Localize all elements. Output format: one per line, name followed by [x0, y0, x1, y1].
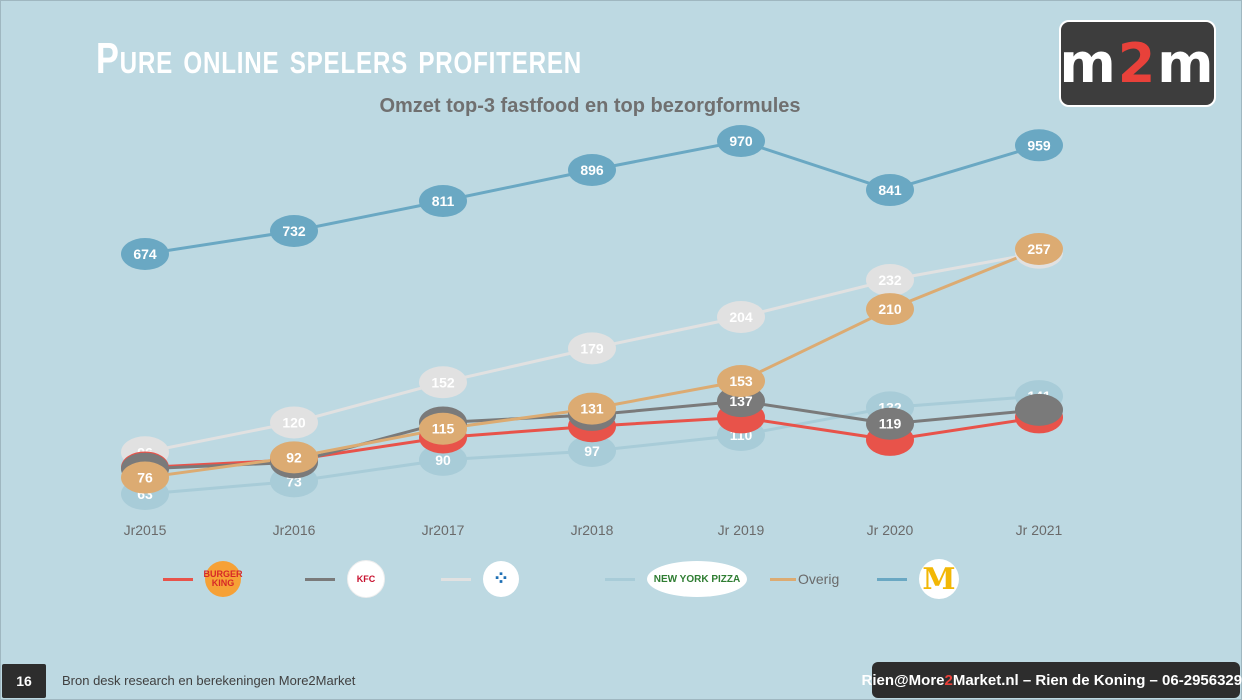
data-point-mcdonalds — [270, 215, 318, 247]
x-tick-label: Jr 2021 — [1016, 522, 1063, 538]
data-label-dominos: 232 — [878, 272, 902, 288]
page-number: 16 — [2, 664, 46, 698]
data-label-mcdonalds: 970 — [729, 133, 753, 149]
data-label-mcdonalds: 674 — [133, 246, 157, 262]
data-point-kfc — [866, 407, 914, 440]
data-point-mcdonalds — [717, 125, 765, 157]
x-tick-label: Jr2015 — [124, 522, 167, 538]
data-label-mcdonalds: 841 — [878, 182, 902, 198]
data-point-newyorkpizza — [419, 443, 467, 476]
data-point-overig — [1015, 233, 1063, 265]
data-label-mcdonalds: 959 — [1027, 137, 1051, 153]
data-label-mcdonalds: 896 — [580, 162, 604, 178]
data-label-newyorkpizza: 97 — [584, 443, 600, 459]
data-point-dominos — [717, 301, 765, 333]
source-note: Bron desk research en berekeningen More2… — [62, 673, 356, 688]
legend-line-dominos — [441, 577, 471, 581]
data-label-dominos: 204 — [729, 309, 753, 325]
legend-line-newyorkpizza — [605, 577, 635, 581]
line-chart: Jr2015 Jr2016 Jr2017 Jr2018 Jr 2019 Jr 2020 Jr… — [121, 125, 1063, 538]
x-tick-label: Jr 2020 — [867, 522, 914, 538]
data-point-overig — [121, 461, 169, 494]
legend-line-mcdonalds — [877, 577, 907, 581]
data-point-overig — [717, 365, 765, 397]
contact-bar: Rien@More 2 Market.nl – Rien de Koning – 0… — [862, 662, 1242, 698]
data-label-overig: 115 — [432, 421, 455, 437]
legend-item-dominos: ⁘ — [441, 556, 519, 602]
data-label-overig: 210 — [878, 301, 902, 317]
data-label-overig: 131 — [580, 401, 604, 417]
logo-m-right: m — [1157, 32, 1216, 95]
legend-item-mcdonalds: M — [877, 556, 959, 602]
contact-email-b: 2 — [944, 671, 953, 689]
data-label-mcdonalds: 811 — [432, 193, 455, 209]
data-point-mcdonalds — [1015, 129, 1063, 162]
data-label-dominos: 179 — [580, 340, 604, 356]
data-point-mcdonalds — [121, 238, 169, 270]
data-label-overig: 153 — [729, 373, 753, 389]
chart-title: Omzet top-3 fastfood en top bezorgformul… — [379, 95, 801, 117]
data-point-mcdonalds — [568, 154, 616, 186]
x-tick-label: Jr2016 — [273, 522, 316, 538]
data-label-newyorkpizza: 90 — [435, 452, 451, 468]
logo-two: 2 — [1117, 32, 1158, 95]
burger-king-logo-icon: BURGER KING — [204, 561, 243, 597]
data-label-kfc: 119 — [879, 416, 902, 432]
legend-label-overig: Overig — [798, 571, 840, 587]
new-york-pizza-logo-icon: NEW YORK PIZZA — [647, 561, 747, 597]
chart-legend: BURGER KING KFC ⁘ NEW YORK PIZZA Overig … — [0, 556, 1242, 602]
data-point-dominos — [270, 406, 318, 439]
data-point-overig — [866, 293, 914, 326]
data-point-mcdonalds — [866, 174, 914, 207]
data-label-dominos: 152 — [431, 374, 455, 390]
data-point-overig — [568, 392, 616, 425]
data-point-dominos — [419, 366, 467, 399]
contact-rest: Market.nl – Rien de Koning – 06-29563296 — [952, 671, 1242, 689]
data-point-dominos — [866, 264, 914, 296]
legend-line-burgerking — [163, 577, 193, 581]
legend-item-burgerking: BURGER KING — [163, 556, 243, 602]
data-label-overig: 76 — [137, 470, 153, 486]
legend-line-overig — [770, 577, 796, 581]
legend-item-overig: Overig — [770, 556, 839, 602]
legend-item-kfc: KFC — [305, 556, 385, 602]
logo-m-left: m — [1059, 32, 1118, 95]
kfc-logo-icon: KFC — [347, 560, 385, 598]
data-label-mcdonalds: 732 — [282, 223, 306, 239]
data-label-dominos: 120 — [282, 414, 306, 430]
x-tick-label: Jr2018 — [571, 522, 614, 538]
data-label-overig: 257 — [1027, 241, 1051, 257]
data-point-kfc — [1015, 393, 1063, 426]
contact-email-a: Rien@More — [861, 671, 945, 689]
dominos-logo-icon: ⁘ — [483, 561, 519, 597]
data-point-overig — [270, 441, 318, 474]
data-label-kfc: 137 — [729, 393, 753, 409]
data-point-dominos — [568, 332, 616, 365]
x-tick-label: Jr 2019 — [718, 522, 765, 538]
legend-line-kfc — [305, 577, 335, 581]
slide-title: Pure online spelers profiteren — [96, 34, 583, 83]
legend-item-newyorkpizza: NEW YORK PIZZA — [605, 556, 747, 602]
data-point-overig — [419, 412, 467, 445]
data-label-overig: 92 — [286, 449, 302, 465]
data-point-newyorkpizza — [568, 435, 616, 467]
x-tick-label: Jr2017 — [422, 522, 465, 538]
data-point-mcdonalds — [419, 185, 467, 217]
mcdonalds-logo-icon: M — [919, 559, 959, 599]
